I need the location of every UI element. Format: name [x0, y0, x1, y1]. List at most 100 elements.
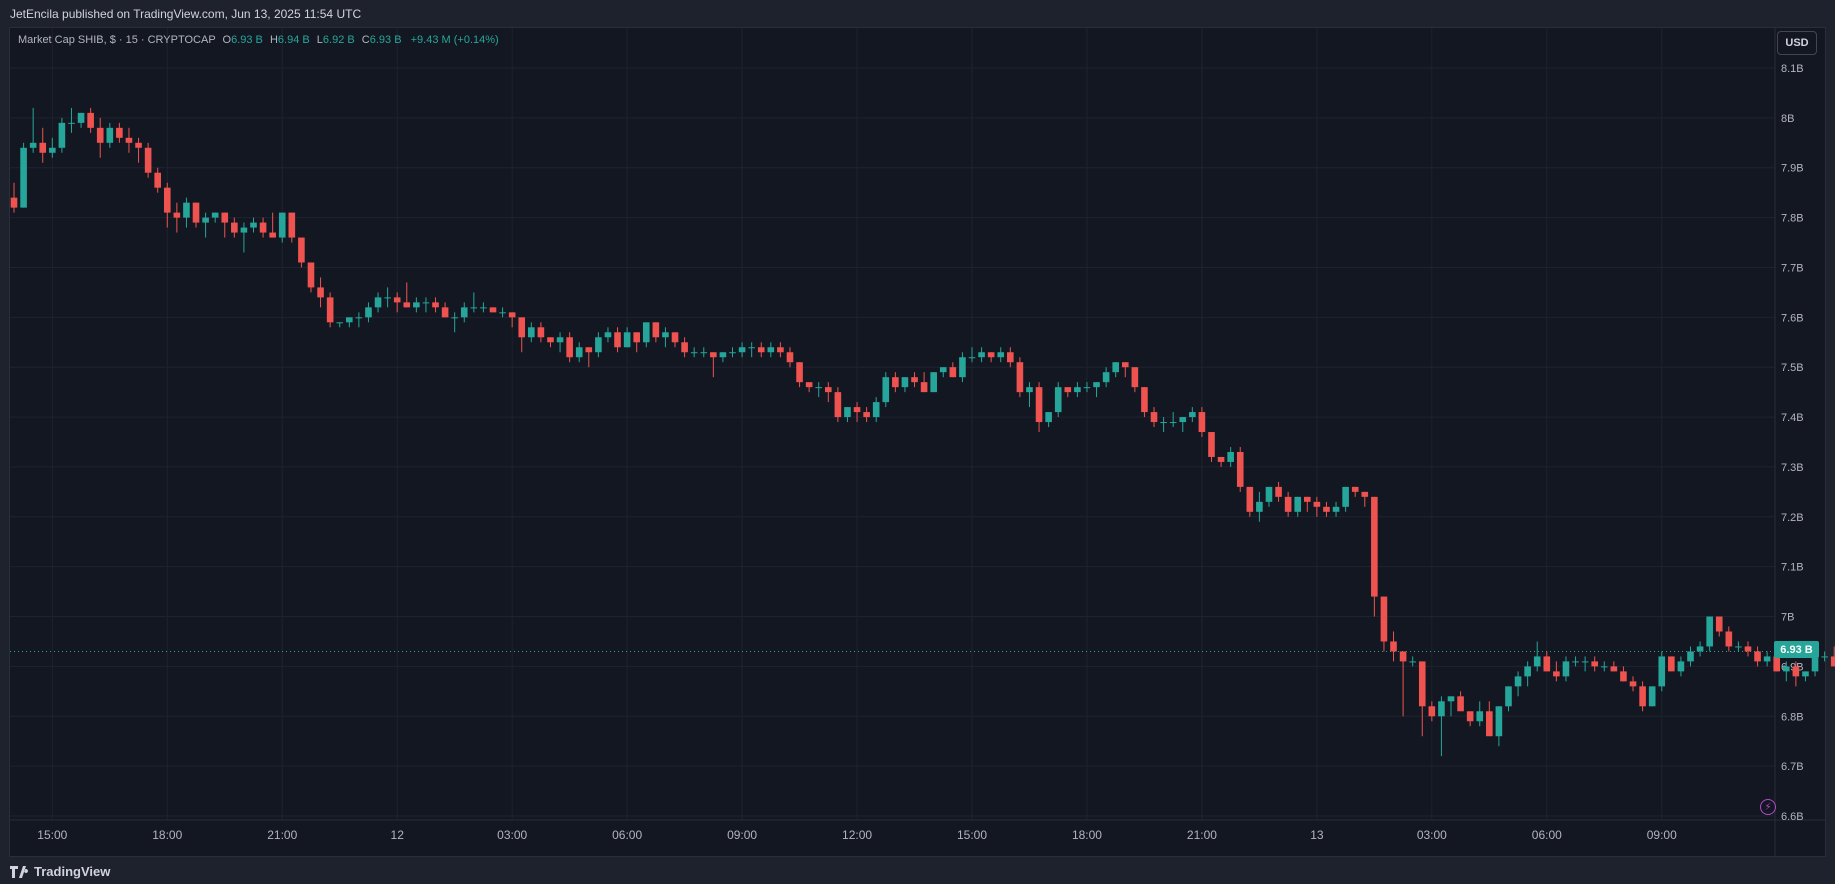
candle-body: [29, 142, 37, 148]
legend-open-value: 6.93 B: [231, 34, 263, 46]
legend-open-label: O: [222, 34, 232, 46]
candle-body: [1016, 362, 1024, 393]
candle-body: [1093, 382, 1100, 388]
candle-body: [633, 332, 640, 343]
chart-frame[interactable]: [9, 27, 1826, 857]
x-tick-label: 21:00: [1187, 828, 1217, 842]
x-tick-label: 06:00: [1532, 828, 1562, 842]
candle-body: [1677, 661, 1685, 672]
x-tick-label: 13: [1310, 828, 1324, 842]
candle-body: [1064, 387, 1072, 393]
candle-body: [1246, 486, 1254, 512]
candle-body: [1457, 696, 1464, 712]
candle-body: [710, 352, 717, 358]
y-tick-label: 7.8B: [1781, 213, 1804, 225]
candle-body: [1610, 666, 1618, 672]
candle-body: [1629, 681, 1637, 687]
x-tick-label: 09:00: [727, 828, 757, 842]
candle-body: [432, 302, 439, 308]
candle-body: [1179, 417, 1187, 423]
candle-body: [949, 367, 957, 378]
candle-body: [1150, 412, 1158, 423]
candle-body: [489, 307, 497, 313]
candle-body: [1418, 661, 1426, 707]
candle-body: [1735, 646, 1742, 648]
candle-body: [77, 112, 85, 123]
candle-body: [1706, 616, 1713, 647]
candle-body: [1466, 711, 1474, 722]
candle-body: [547, 337, 554, 343]
y-tick-label: 6.6B: [1781, 811, 1804, 823]
tradingview-logo[interactable]: TradingView: [10, 864, 110, 879]
last-price-badge: 6.93 B: [1774, 641, 1819, 658]
candle-body: [1390, 641, 1397, 652]
tradingview-logo-icon: [10, 865, 29, 878]
y-tick-label: 6.8B: [1781, 711, 1804, 723]
candle-body: [278, 212, 286, 238]
y-tick-label: 6.7B: [1781, 761, 1804, 773]
candle-body: [1323, 506, 1330, 512]
candle-body: [441, 307, 449, 318]
candle-body: [355, 317, 363, 319]
candle-body: [987, 352, 995, 358]
candle-body: [269, 232, 276, 238]
legend-symbol: Market Cap SHIB, $ · 15 · CRYPTOCAP: [18, 34, 216, 46]
candle-body: [566, 337, 573, 358]
candle-body: [1169, 422, 1177, 424]
candle-body: [662, 332, 669, 338]
candle-body: [1802, 671, 1809, 677]
candle-body: [1658, 656, 1666, 687]
x-tick-label: 18:00: [1072, 828, 1102, 842]
x-tick-label: 12:00: [842, 828, 872, 842]
candle-body: [853, 407, 861, 413]
lightning-icon[interactable]: ⚡: [1760, 799, 1776, 815]
candle-body: [834, 392, 842, 418]
candle-body: [1581, 661, 1589, 663]
candle-body: [1438, 701, 1445, 717]
candle-body: [192, 202, 200, 223]
candle-body: [911, 377, 918, 383]
candle-body: [623, 332, 631, 348]
candle-body: [556, 337, 564, 343]
candle-body: [1792, 666, 1800, 677]
candle-body: [403, 302, 411, 308]
y-tick-label: 7.3B: [1781, 462, 1804, 474]
candle-body: [1227, 451, 1234, 462]
candle-body: [1371, 496, 1378, 597]
candle-body: [652, 322, 660, 338]
candle-body: [786, 352, 794, 363]
candle-body: [1054, 387, 1062, 413]
candle-body: [1553, 671, 1560, 677]
y-tick-label: 7.2B: [1781, 512, 1804, 524]
candle-body: [221, 212, 229, 223]
candle-body: [939, 367, 947, 373]
candle-body: [58, 122, 66, 148]
x-tick-label: 21:00: [267, 828, 297, 842]
y-tick-label: 8B: [1781, 113, 1794, 125]
candle-body: [106, 127, 114, 143]
candle-body: [1821, 656, 1828, 658]
candle-body: [211, 212, 219, 218]
candle-body: [1265, 486, 1273, 502]
candle-body: [451, 317, 458, 319]
candle-body: [1399, 651, 1407, 662]
x-tick-label: 15:00: [957, 828, 987, 842]
y-tick-label: 7.5B: [1781, 362, 1804, 374]
candle-body: [920, 382, 928, 393]
candle-body: [499, 312, 506, 314]
candle-body: [738, 347, 746, 353]
candle-body: [1007, 352, 1014, 363]
legend-change: +9.43 M (+0.14%): [410, 34, 499, 46]
candle-body: [1342, 486, 1349, 507]
currency-button[interactable]: USD: [1777, 31, 1817, 55]
candle-body: [1648, 686, 1656, 707]
candle-body: [231, 222, 238, 233]
candle-body: [1217, 456, 1225, 462]
candle-body: [1189, 412, 1196, 418]
y-tick-label: 7B: [1781, 612, 1794, 624]
candle-body: [1725, 631, 1733, 647]
candle-body: [346, 317, 353, 323]
candle-body: [365, 307, 372, 318]
candle-body: [288, 212, 296, 238]
